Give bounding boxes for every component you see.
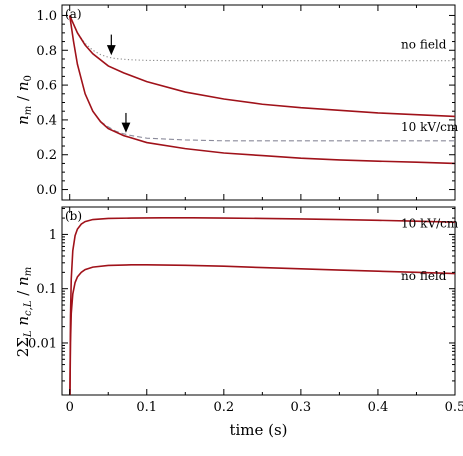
y-tick-label: 0.0 (36, 183, 57, 198)
arrow-head (106, 45, 116, 56)
panel-a-label: (a) (65, 7, 82, 21)
annotation-10kv-a: 10 kV/cm (401, 120, 459, 134)
x-tick-label: 0.2 (213, 400, 234, 415)
panel-a-frame (61, 4, 456, 201)
series-line-3 (68, 15, 456, 165)
annotation-no-field-b: no field (401, 269, 447, 283)
annotation-no-field-a: no field (401, 38, 447, 52)
arrow-head (121, 122, 131, 133)
x-tick-label: 0.3 (291, 400, 312, 415)
series-line-0 (69, 217, 456, 396)
y-tick-label: 0.8 (36, 44, 57, 59)
x-tick-label: 0 (66, 400, 74, 415)
panel-b-frame (61, 206, 456, 396)
series-line-1 (69, 264, 456, 396)
panel-a: 0.0 0.2 0.4 0.6 0.8 1.0 (a) no field 10 kV/cm… (14, 4, 459, 201)
y-tick-label: 0.6 (36, 79, 57, 94)
y-tick-label: 0.1 (36, 282, 57, 297)
y-tick-label: 1.0 (36, 9, 57, 24)
panel-a-ylabel: nm / n0 (14, 75, 34, 125)
series-line-2 (69, 15, 455, 142)
panel-b-label: (b) (65, 209, 82, 223)
x-axis-title: time (s) (229, 421, 287, 439)
y-tick-label: 0.2 (36, 148, 57, 163)
panel-b: 0 0.1 0.2 0.3 0.4 0.5 0.01 0.1 1 (b) 10 kV/cm no… (14, 206, 463, 439)
panel-b-ylabel: 2ΣL nc,L / nm (14, 267, 34, 357)
series-line-0 (69, 15, 455, 62)
annotation-10kv-b: 10 kV/cm (401, 217, 459, 231)
y-tick-label: 0.01 (28, 336, 57, 351)
y-tick-label: 0.4 (36, 113, 57, 128)
x-tick-label: 0.4 (368, 400, 389, 415)
x-tick-label: 0.5 (445, 400, 463, 415)
x-tick-label: 0.1 (136, 400, 157, 415)
y-tick-label: 1 (49, 228, 57, 243)
series-line-1 (68, 15, 456, 118)
